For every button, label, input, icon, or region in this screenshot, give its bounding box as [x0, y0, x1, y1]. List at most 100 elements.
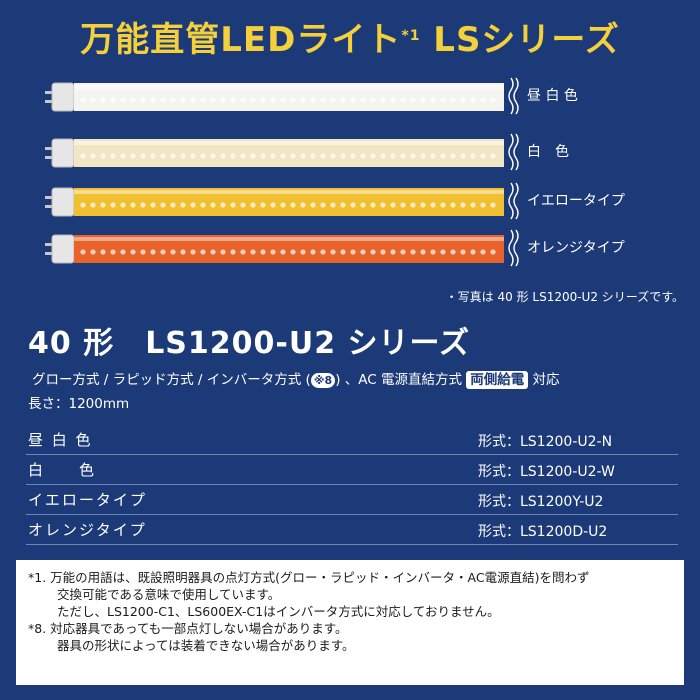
methods-text-middle: ) 、AC 電源直結方式	[335, 372, 467, 388]
led-dot	[200, 153, 206, 159]
led-dot	[410, 153, 416, 159]
led-dot	[350, 249, 356, 255]
led-dot	[100, 153, 106, 159]
tube-pin	[45, 196, 52, 199]
dual-feed-badge: 両側給電	[466, 371, 529, 389]
break-mark	[513, 182, 519, 220]
led-dot	[170, 202, 176, 208]
led-dot	[170, 153, 176, 159]
led-dot	[340, 249, 346, 255]
title-series: LSシリーズ	[420, 20, 620, 60]
led-dot	[90, 97, 96, 103]
led-dot	[470, 249, 476, 255]
tube-pin	[45, 252, 52, 255]
led-dot	[170, 249, 176, 255]
led-dot	[200, 249, 206, 255]
led-dot	[370, 202, 376, 208]
led-dot	[130, 202, 136, 208]
tube-yellow: イエロータイプ	[45, 179, 695, 225]
led-dot	[490, 249, 496, 255]
led-dot	[400, 153, 406, 159]
led-dot	[440, 153, 446, 159]
led-dot	[180, 97, 186, 103]
photo-note: ・写真は 40 形 LS1200-U2 シリーズです。	[445, 290, 684, 304]
tube-highlight	[74, 85, 504, 89]
led-dot	[100, 97, 106, 103]
led-dot	[390, 249, 396, 255]
led-dot	[210, 97, 216, 103]
led-dot	[350, 202, 356, 208]
led-dot	[190, 202, 196, 208]
table-row: 昼 白 色 形式：LS1200-U2-N	[26, 425, 678, 455]
table-row: イエロータイプ 形式：LS1200Y-U2	[26, 485, 678, 515]
tube-daylight-image	[45, 77, 519, 115]
led-dot	[150, 153, 156, 159]
led-dot	[200, 202, 206, 208]
led-dot	[140, 202, 146, 208]
led-dot	[120, 97, 126, 103]
led-dot	[110, 202, 116, 208]
tube-white-image	[45, 133, 519, 171]
model-color-name: イエロータイプ	[28, 491, 147, 509]
tube-pin	[45, 100, 52, 103]
tube-orange: オレンジタイプ	[45, 226, 695, 272]
tube-end-cap	[51, 234, 75, 264]
led-dot	[110, 97, 116, 103]
led-dot	[220, 202, 226, 208]
tube-body	[74, 188, 504, 216]
model-table: 昼 白 色 形式：LS1200-U2-N 白 色 形式：LS1200-U2-W …	[26, 425, 678, 545]
led-dot	[280, 97, 286, 103]
tube-body	[74, 235, 504, 263]
title-footnote-ref: *1	[401, 28, 421, 44]
led-dot	[190, 249, 196, 255]
led-dot	[480, 97, 486, 103]
tube-pin	[45, 243, 52, 246]
led-dot	[470, 202, 476, 208]
led-dot	[410, 97, 416, 103]
led-dot	[220, 97, 226, 103]
led-dot	[280, 249, 286, 255]
led-dot	[180, 202, 186, 208]
led-dot	[300, 249, 306, 255]
led-dot	[160, 249, 166, 255]
led-dot	[450, 153, 456, 159]
led-dot	[440, 202, 446, 208]
led-dot	[360, 97, 366, 103]
led-dot	[250, 202, 256, 208]
led-dot	[480, 249, 486, 255]
led-dot	[150, 97, 156, 103]
led-dot	[260, 153, 266, 159]
led-dot	[340, 202, 346, 208]
break-mark	[508, 133, 514, 171]
model-color-name: 白 色	[28, 461, 97, 479]
led-dot	[230, 97, 236, 103]
series-title: 40 形 LS1200-U2 シリーズ	[28, 326, 471, 361]
led-dot	[190, 153, 196, 159]
led-dot	[490, 202, 496, 208]
led-dot	[150, 249, 156, 255]
led-dot	[240, 97, 246, 103]
led-dot	[180, 249, 186, 255]
tube-highlight	[74, 237, 504, 241]
led-dot	[180, 153, 186, 159]
led-dot	[240, 153, 246, 159]
led-dot	[390, 97, 396, 103]
led-dot	[230, 153, 236, 159]
led-dot	[480, 202, 486, 208]
led-dot	[170, 97, 176, 103]
led-dot	[210, 202, 216, 208]
tube-white: 白 色	[45, 130, 695, 176]
led-dot	[450, 97, 456, 103]
led-dot	[250, 153, 256, 159]
table-row: オレンジタイプ 形式：LS1200D-U2	[26, 515, 678, 545]
led-dot	[220, 249, 226, 255]
led-dot	[380, 153, 386, 159]
led-dot	[460, 97, 466, 103]
tube-highlight	[74, 190, 504, 194]
led-dot	[240, 202, 246, 208]
break-mark	[508, 229, 514, 267]
led-dot	[210, 153, 216, 159]
led-dot	[290, 153, 296, 159]
model-form-code: 形式：LS1200-U2-W	[478, 464, 615, 480]
note-ref-badge: ※8	[310, 373, 336, 388]
